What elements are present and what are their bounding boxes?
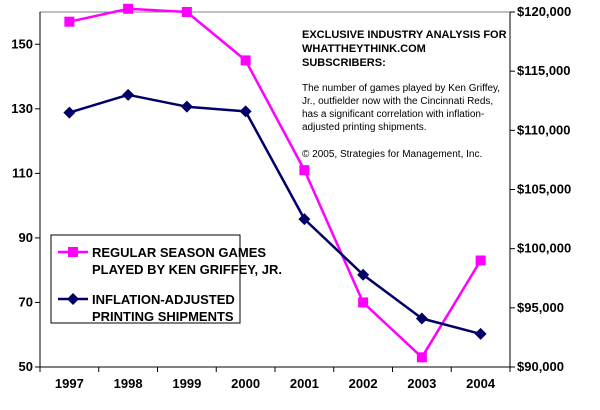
data-point-shipments [474,327,487,340]
x-tick-label: 1997 [55,376,84,391]
data-point-shipments [122,88,135,101]
series-layer [63,3,487,363]
annotation-heading-line-1: EXCLUSIVE INDUSTRY ANALYSIS FOR [302,29,507,41]
data-point-games [299,165,310,176]
data-point-shipments [63,106,76,119]
right-tick-label: $90,000 [517,359,564,374]
data-point-games [240,55,251,66]
right-tick-label: $95,000 [517,300,564,315]
x-tick-label: 1999 [172,376,201,391]
legend-marker-games [68,247,78,257]
data-point-games [123,3,134,14]
annotation-heading-line-2: WHATTHEYTHINK.COM [302,43,426,55]
left-tick-label: 130 [11,101,33,116]
right-tick-label: $115,000 [517,63,571,78]
x-tick-label: 1998 [114,376,143,391]
left-axis-ticks: 50 70 90 110 130 150 [11,36,40,374]
annotation-block: EXCLUSIVE INDUSTRY ANALYSIS FOR WHATTHEY… [302,29,507,160]
legend-box [50,234,241,324]
annotation-body-line-2: Jr., outfielder now with the Cincinnati … [302,96,493,107]
data-point-shipments [298,213,311,226]
x-tick-label: 2001 [290,376,319,391]
legend-label-shipments-line-2: PRINTING SHIPMENTS [92,309,234,324]
legend-marker-shipments [67,293,79,305]
right-tick-label: $105,000 [517,182,571,197]
data-point-games [475,255,486,266]
series-shipments [63,88,487,340]
series-games [64,3,486,363]
legend-label-games-line-1: REGULAR SEASON GAMES [92,245,266,260]
annotation-body-line-1: The number of games played by Ken Griffe… [302,83,500,94]
legend: REGULAR SEASON GAMES PLAYED BY KEN GRIFF… [50,234,282,324]
data-point-shipments [239,105,252,118]
left-tick-label: 90 [19,230,33,245]
data-point-games [64,16,75,27]
legend-label-games-line-2: PLAYED BY KEN GRIFFEY, JR. [92,262,282,277]
x-axis-ticks: 1997 1998 1999 2000 2001 2002 2003 2004 [39,367,511,391]
data-point-games [416,352,427,363]
left-tick-label: 150 [11,36,33,51]
x-tick-label: 2003 [407,376,436,391]
annotation-body-line-3: has a significant correlation with infla… [302,109,484,120]
left-tick-label: 50 [19,359,33,374]
data-point-shipments [415,312,428,325]
x-tick-label: 2004 [466,376,496,391]
legend-label-shipments-line-1: INFLATION-ADJUSTED [92,292,235,307]
x-tick-label: 2002 [349,376,378,391]
annotation-heading-line-3: SUBSCRIBERS: [302,57,386,69]
series-line-shipments [69,93,481,336]
right-tick-label: $120,000 [517,4,571,19]
annotation-copyright: © 2005, Strategies for Management, Inc. [302,149,482,160]
data-point-shipments [357,268,370,281]
right-tick-label: $110,000 [517,122,571,137]
left-tick-label: 110 [12,165,33,180]
x-tick-label: 2000 [231,376,260,391]
data-point-games [358,297,369,308]
right-tick-label: $100,000 [517,241,571,256]
right-axis-ticks: $90,000 $95,000 $100,000 $105,000 $110,000 $1… [510,4,571,374]
data-point-games [181,7,192,17]
annotation-body-line-4: adjusted printing shipments. [302,122,427,133]
series-line-games [69,7,482,359]
data-point-shipments [180,100,193,113]
left-tick-label: 70 [19,294,33,309]
